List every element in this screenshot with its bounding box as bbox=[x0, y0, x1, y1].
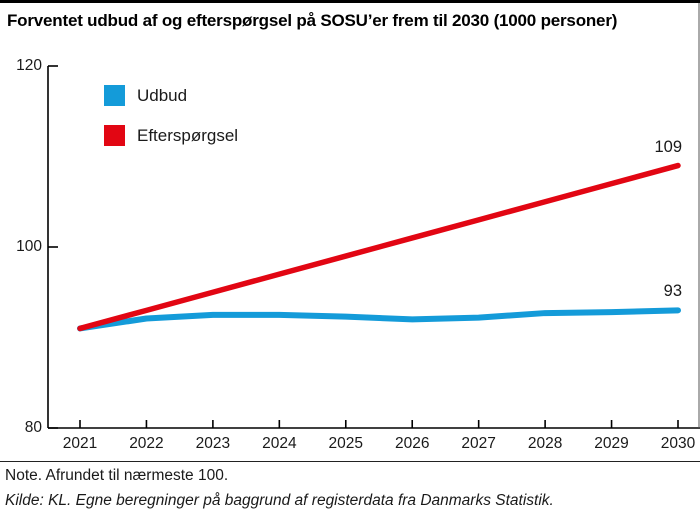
x-tick-label: 2024 bbox=[262, 435, 297, 452]
x-tick-label: 2028 bbox=[527, 435, 563, 452]
x-tick-label: 2029 bbox=[594, 435, 629, 452]
series-end-label-efterspørgsel: 109 bbox=[654, 137, 682, 156]
x-tick-label: 2025 bbox=[328, 435, 363, 452]
legend-label-udbud: Udbud bbox=[137, 85, 188, 105]
footer-divider bbox=[0, 461, 700, 462]
x-tick-label: 2023 bbox=[195, 435, 231, 452]
udbud-swatch-icon bbox=[104, 85, 125, 106]
chart-canvas bbox=[47, 3, 700, 429]
y-tick-label: 80 bbox=[24, 419, 42, 436]
x-tick-label: 2030 bbox=[660, 435, 696, 452]
chart-legend: Udbud Efterspørgsel bbox=[104, 85, 238, 165]
x-tick-label: 2022 bbox=[129, 435, 164, 452]
y-tick-label: 100 bbox=[16, 238, 42, 255]
series-line-efterspørgsel bbox=[77, 162, 681, 332]
note-text: Note. Afrundet til nærmeste 100. bbox=[5, 467, 229, 484]
efterspoergsel-swatch-icon bbox=[104, 125, 125, 146]
source-text: Kilde: KL. Egne beregninger på baggrund … bbox=[5, 492, 554, 509]
x-tick-label: 2026 bbox=[394, 435, 430, 452]
legend-item-udbud: Udbud bbox=[104, 85, 238, 106]
series-line-udbud bbox=[77, 307, 681, 332]
legend-label-efterspoergsel: Efterspørgsel bbox=[137, 125, 239, 145]
x-tick-label: 2021 bbox=[62, 435, 98, 452]
y-tick-label: 120 bbox=[16, 57, 42, 74]
series-end-label-udbud: 93 bbox=[663, 282, 682, 301]
chart-title: Forventet udbud af og efterspørgsel på S… bbox=[7, 11, 618, 30]
x-tick-label: 2027 bbox=[461, 435, 496, 452]
legend-item-efterspoergsel: Efterspørgsel bbox=[104, 125, 238, 146]
